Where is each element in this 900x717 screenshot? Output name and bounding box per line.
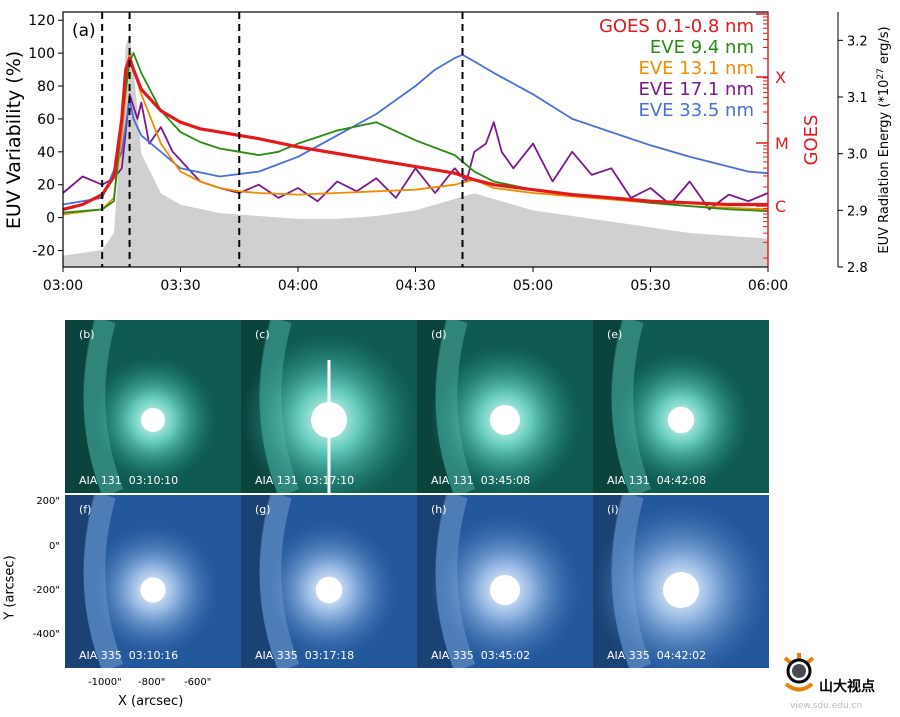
y-tick-label: 0 — [46, 211, 55, 227]
right-axis-label: EUV Radiation Energy (*1027 erg/s) — [876, 26, 892, 253]
x-tick-label: 03:00 — [43, 278, 83, 294]
panel-letter: (d) — [431, 328, 447, 341]
panel-caption: AIA 335 04:42:02 — [607, 649, 707, 662]
flare-core — [490, 575, 520, 605]
right-y-tick-label: 2.9 — [847, 204, 868, 219]
aia-panel: (g) AIA 335 03:17:18 — [241, 495, 417, 668]
panel-letter: (i) — [607, 503, 619, 516]
panel-letter: (g) — [255, 503, 271, 516]
flare-core — [140, 577, 166, 603]
series-goes — [62, 56, 768, 211]
image-y-tick: 0" — [49, 541, 60, 552]
panel-caption: AIA 335 03:45:02 — [431, 649, 531, 662]
flare-core — [667, 406, 695, 434]
y-tick-label: 20 — [37, 178, 55, 194]
panel-caption: AIA 131 03:10:10 — [79, 474, 179, 487]
y-axis-label: EUV Variability (%) — [3, 51, 25, 229]
aia-panel: (h) AIA 335 03:45:02 — [417, 495, 593, 668]
chart-axes: -20 0 20 40 60 80 100 120 03:00 03:30 04:00 04:30 05… — [28, 11, 868, 294]
panel-letter: (f) — [79, 503, 92, 516]
aia-panel: (f) AIA 335 03:10:16 — [65, 495, 241, 668]
series-eve-17-1 — [62, 93, 769, 211]
x-tick-label: 03:30 — [160, 278, 200, 294]
panel-letter: (e) — [607, 328, 623, 341]
chart-marks — [62, 12, 769, 267]
euv-variability-chart: -20 0 20 40 60 80 100 120 03:00 03:30 04:00 04:30 05… — [3, 11, 892, 294]
flare-core — [663, 572, 699, 608]
x-tick-label: 06:00 — [748, 278, 788, 294]
sdu-logo: 山大视点 view.sdu.edu.cn — [782, 650, 900, 713]
panel-letter: (h) — [431, 503, 447, 516]
panel-letter: (c) — [255, 328, 270, 341]
y-tick-label: 120 — [28, 13, 55, 29]
x-tick-label: 04:30 — [395, 278, 435, 294]
flare-core — [490, 405, 520, 435]
aia-panel: (c) AIA 131 03:17:10 — [241, 320, 417, 493]
goes-class-label: M — [775, 134, 789, 153]
legend-entry: GOES 0.1-0.8 nm — [599, 16, 754, 37]
aia-panel: (d) AIA 131 03:45:08 — [417, 320, 593, 493]
image-x-tick: -600" — [184, 677, 212, 688]
series-euv-radiation-energy — [63, 34, 768, 267]
image-y-tick: -400" — [32, 629, 60, 640]
x-tick-label: 04:00 — [278, 278, 318, 294]
panel-caption: AIA 335 03:10:16 — [79, 649, 179, 662]
panel-a-label: (a) — [72, 21, 96, 41]
watermark-url: view.sdu.edu.cn — [790, 701, 862, 711]
series-eve-33-5 — [62, 53, 769, 206]
aia-panel: (e) AIA 131 04:42:08 — [593, 320, 769, 493]
image-y-tick: -200" — [32, 585, 60, 596]
goes-axis-label: GOES — [801, 115, 822, 166]
right-y-tick-label: 2.8 — [847, 261, 868, 276]
image-y-tick: 200" — [36, 496, 60, 507]
flare-core — [315, 576, 343, 604]
legend-entry: EVE 17.1 nm — [638, 79, 754, 100]
image-x-label: X (arcsec) — [118, 694, 184, 709]
panel-letter: (b) — [79, 328, 95, 341]
y-tick-label: -20 — [32, 244, 55, 260]
x-tick-label: 05:30 — [630, 278, 670, 294]
legend-entry: EVE 9.4 nm — [650, 37, 754, 58]
flare-core — [141, 408, 165, 432]
x-tick-label: 05:00 — [513, 278, 553, 294]
right-y-tick-label: 3.2 — [847, 34, 868, 49]
panel-caption: AIA 131 04:42:08 — [607, 474, 707, 487]
image-x-tick: -1000" — [88, 677, 122, 688]
goes-class-label: C — [775, 197, 786, 216]
watermark-text: 山大视点 — [819, 678, 875, 695]
legend-entry: EVE 13.1 nm — [638, 58, 754, 79]
sun-logo-icon — [783, 653, 815, 692]
goes-class-label: X — [775, 68, 786, 87]
y-tick-label: 40 — [37, 145, 55, 161]
panel-caption: AIA 335 03:17:18 — [255, 649, 355, 662]
y-tick-label: 100 — [28, 46, 55, 62]
panel-caption: AIA 131 03:45:08 — [431, 474, 531, 487]
right-y-tick-label: 3.0 — [847, 148, 868, 163]
aia-panel: (b) AIA 131 03:10:10 — [65, 320, 241, 493]
aia-panel: (i) AIA 335 04:42:02 — [593, 495, 769, 668]
right-y-tick-label: 3.1 — [847, 91, 868, 106]
image-y-label: Y (arcsec) — [2, 555, 18, 620]
y-tick-label: 60 — [37, 112, 55, 128]
image-x-tick: -800" — [138, 677, 166, 688]
legend-entry: EVE 33.5 nm — [638, 100, 754, 121]
panel-caption: AIA 131 03:17:10 — [255, 474, 355, 487]
y-tick-label: 80 — [37, 79, 55, 95]
